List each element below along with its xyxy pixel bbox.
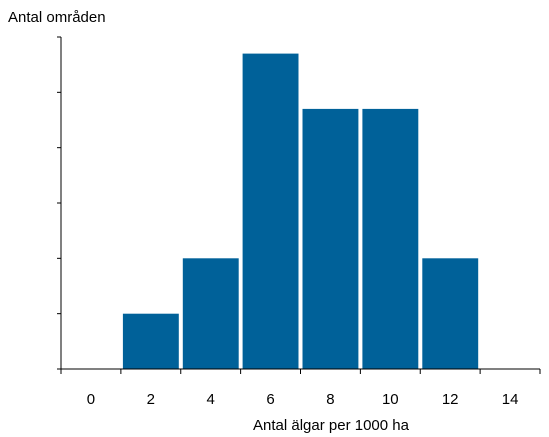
bar-6: [242, 53, 299, 369]
bar-2: [122, 313, 179, 369]
x-tick-label-14: 14: [502, 391, 519, 408]
x-tick-label-6: 6: [266, 391, 274, 408]
x-tick-label-8: 8: [326, 391, 334, 408]
bar-12: [422, 258, 479, 369]
bar-10: [362, 108, 419, 370]
x-axis-title: Antal älgar per 1000 ha: [253, 417, 410, 434]
x-tick-label-12: 12: [442, 391, 459, 408]
bar-4: [182, 258, 239, 369]
x-tick-label-2: 2: [147, 391, 155, 408]
axes-layer: [57, 36, 541, 374]
x-tick-label-10: 10: [382, 391, 399, 408]
bars-layer: [122, 53, 479, 370]
labels-layer: 0 2 4 6 8 10 12 14: [87, 391, 519, 408]
x-tick-label-0: 0: [87, 391, 95, 408]
bar-8: [302, 108, 359, 370]
y-axis-title: Antal områden: [8, 9, 106, 26]
x-tick-label-4: 4: [207, 391, 215, 408]
